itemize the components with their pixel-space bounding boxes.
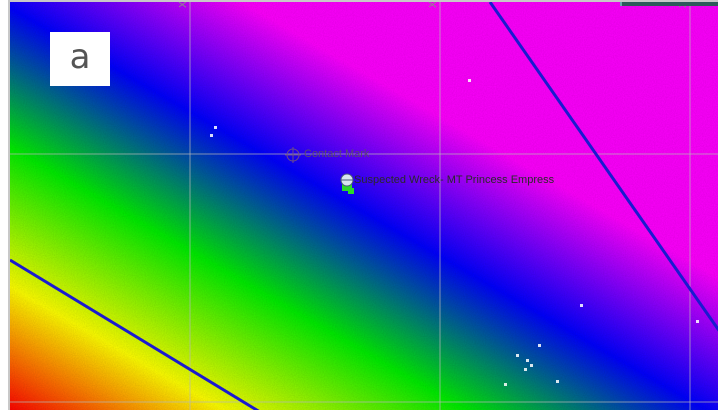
survey-point-1 [468,79,471,82]
concentration-heatmap [10,2,718,410]
survey-point-11 [556,380,559,383]
survey-point-2 [210,134,213,137]
survey-point-7 [516,354,519,357]
survey-point-9 [524,368,527,371]
contour-line-lower [10,258,260,410]
wreck-label: Suspected Wreck- MT Princess Empress [354,174,555,186]
grid-label-1: X 000 [178,2,189,8]
heatmap-texture [10,2,718,410]
grid-label-2: X 000 [428,2,439,8]
survey-point-4 [580,304,583,307]
crosshair-icon[interactable] [285,147,301,163]
survey-point-10 [530,364,533,367]
map-viewport[interactable]: a X 000 X 000 X 000 Contact Mark Suspect… [8,0,718,410]
overview-thumbnail[interactable] [620,2,718,6]
survey-point-6 [538,344,541,347]
survey-point-12 [504,383,507,386]
panel-label: a [50,32,110,86]
survey-point-8 [526,359,529,362]
survey-point-5 [696,320,699,323]
contact-label: Contact Mark [304,148,370,160]
wreck-marker-icon[interactable] [340,173,354,194]
contour-line-upper [488,2,718,332]
survey-point-3 [214,126,217,129]
